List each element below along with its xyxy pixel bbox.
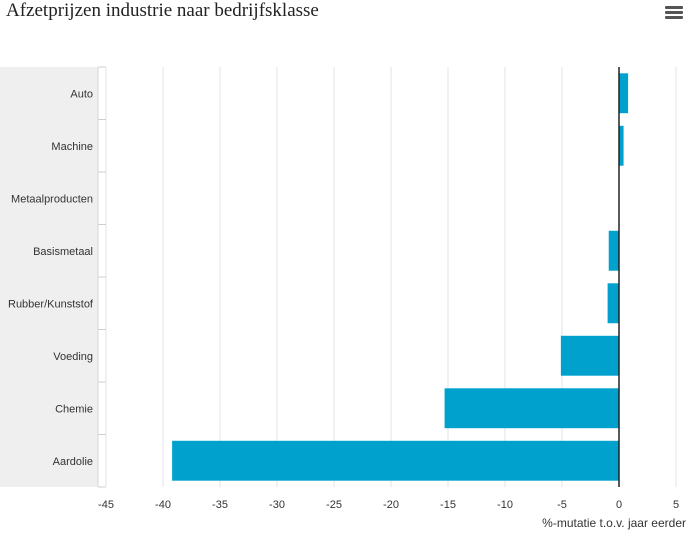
x-tick-label: -25 xyxy=(326,499,342,511)
category-label: Voeding xyxy=(53,351,93,363)
bars xyxy=(172,73,629,481)
bar-auto[interactable] xyxy=(619,73,629,114)
bar-rubber-kunststof[interactable] xyxy=(607,283,619,324)
category-panel xyxy=(0,67,98,487)
x-tick-label: -15 xyxy=(440,499,456,511)
menu-line xyxy=(665,16,683,19)
x-tick-label: -20 xyxy=(383,499,399,511)
x-tick-label: 0 xyxy=(616,499,622,511)
x-tick-label: 5 xyxy=(673,499,679,511)
x-tick-label: -5 xyxy=(557,499,567,511)
category-label: Rubber/Kunststof xyxy=(8,298,94,310)
bar-machine[interactable] xyxy=(619,125,624,166)
chart-title: Afzetprijzen industrie naar bedrijfsklas… xyxy=(6,0,319,21)
hamburger-menu-icon[interactable] xyxy=(665,6,683,20)
category-labels: Auto Machine Metaalproducten Basismetaal Rub… xyxy=(8,88,94,468)
x-tick-label: -10 xyxy=(497,499,513,511)
x-tick-label: -40 xyxy=(155,499,171,511)
bar-chemie[interactable] xyxy=(444,388,619,429)
category-label: Machine xyxy=(51,141,93,153)
bar-basismetaal[interactable] xyxy=(608,230,619,271)
category-label: Chemie xyxy=(55,403,93,415)
x-tick-label: -30 xyxy=(269,499,285,511)
x-axis-title: %-mutatie t.o.v. jaar eerder xyxy=(542,516,686,530)
x-tick-label: -35 xyxy=(212,499,228,511)
category-label: Basismetaal xyxy=(33,246,93,258)
category-label: Auto xyxy=(70,88,93,100)
bar-voeding[interactable] xyxy=(560,335,619,376)
menu-line xyxy=(665,6,683,9)
x-tick-label: -45 xyxy=(98,499,114,511)
bar-aardolie[interactable] xyxy=(172,440,619,481)
category-axis-background xyxy=(0,66,106,488)
x-tick-labels: -45 -40 -35 -30 -25 -20 -15 -10 -5 0 5 xyxy=(98,499,679,511)
category-label: Metaalproducten xyxy=(11,193,93,205)
menu-line xyxy=(665,11,683,14)
category-label: Aardolie xyxy=(53,456,93,468)
